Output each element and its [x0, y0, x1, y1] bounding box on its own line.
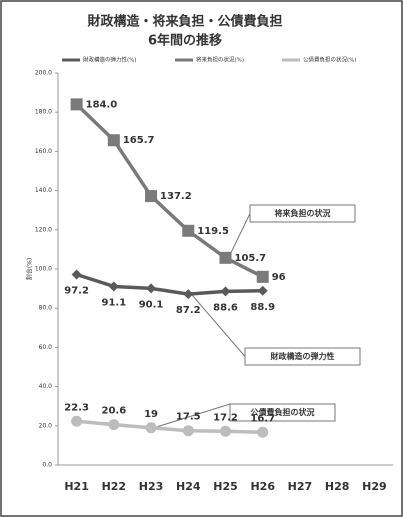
series-line — [76, 419, 263, 435]
callout-line — [228, 213, 251, 259]
x-tick-label: H25 — [213, 480, 238, 493]
callout-box — [244, 347, 361, 366]
legend-label: 将来負担の状況(%) — [196, 56, 244, 64]
marker — [219, 251, 232, 264]
x-tick-label: H24 — [176, 480, 201, 493]
marker — [70, 98, 83, 111]
data-label: 97.2 — [64, 285, 89, 296]
y-tick-label: 140.0 — [35, 187, 52, 194]
marker — [182, 425, 194, 437]
data-label: 165.7 — [123, 135, 155, 146]
legend-label: 財政構造の弾力性(%) — [83, 56, 137, 64]
y-tick-label: 40.0 — [39, 383, 53, 390]
callout-box — [229, 403, 336, 422]
data-label: 88.9 — [250, 302, 275, 313]
marker — [108, 281, 119, 292]
marker — [256, 270, 269, 283]
data-label: 88.6 — [213, 302, 238, 313]
marker — [220, 425, 231, 437]
marker — [183, 289, 194, 300]
data-label: 17.2 — [213, 412, 238, 423]
data-label: 96 — [272, 272, 286, 283]
callout-box — [249, 204, 356, 223]
data-label: 87.2 — [176, 305, 201, 316]
y-tick-label: 0.0 — [42, 462, 52, 469]
y-axis-label: 割合(%) — [26, 258, 34, 280]
data-label: 16.7 — [250, 413, 275, 424]
chart-title: 財政構造・将来負担・公債費負担 — [86, 14, 282, 30]
marker — [108, 419, 120, 431]
callout-text: 将来負担の状況 — [275, 208, 331, 218]
x-tick-label: H26 — [250, 480, 275, 493]
y-tick-label: 200.0 — [35, 70, 52, 77]
data-label: 90.1 — [139, 299, 164, 310]
chart-subtitle: 6年間の推移 — [148, 33, 222, 49]
marker — [145, 422, 157, 434]
marker — [257, 426, 269, 438]
y-tick-label: 20.0 — [39, 422, 53, 429]
x-tick-label: H22 — [102, 480, 127, 493]
data-label: 22.3 — [64, 402, 89, 413]
x-tick-label: H23 — [139, 480, 164, 493]
data-label: 184.0 — [86, 99, 118, 110]
marker — [71, 269, 82, 280]
marker — [146, 283, 157, 294]
legend-label: 公債費負担の状況(%) — [303, 56, 357, 64]
marker — [107, 134, 120, 147]
marker — [71, 415, 83, 427]
y-tick-label: 160.0 — [35, 148, 52, 155]
data-label: 91.1 — [101, 297, 126, 308]
marker — [182, 224, 195, 237]
callout-text: 公債費負担の状況 — [251, 407, 315, 417]
y-tick-label: 120.0 — [35, 226, 52, 233]
y-tick-label: 180.0 — [35, 109, 52, 116]
x-tick-label: H21 — [64, 480, 89, 493]
x-tick-label: H29 — [362, 480, 387, 493]
data-label: 119.5 — [197, 226, 229, 237]
series-line — [75, 103, 264, 279]
marker — [145, 190, 158, 203]
data-label: 20.6 — [101, 406, 126, 417]
data-label: 19 — [144, 409, 158, 420]
marker — [220, 286, 231, 297]
data-label: 17.5 — [176, 412, 201, 423]
data-label: 105.7 — [235, 253, 267, 264]
y-tick-label: 80.0 — [39, 305, 53, 312]
callout-line — [153, 403, 231, 429]
callout-text: 財政構造の弾力性 — [270, 351, 335, 361]
x-tick-label: H28 — [325, 480, 350, 493]
y-tick-label: 100.0 — [35, 266, 52, 273]
marker — [257, 285, 268, 296]
y-tick-label: 60.0 — [39, 344, 53, 351]
series-line — [76, 272, 263, 296]
callout-line — [190, 293, 246, 357]
x-tick-label: H27 — [288, 480, 313, 493]
data-label: 137.2 — [160, 191, 192, 202]
